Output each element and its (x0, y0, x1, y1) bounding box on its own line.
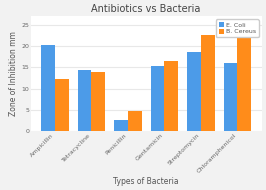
Bar (187, 52, 201, 131)
Bar (151, 66, 164, 131)
Legend: E. Coli, B. Cereus: E. Coli, B. Cereus (216, 19, 259, 37)
Bar (224, 63, 238, 131)
Bar (92, 72, 105, 131)
Bar (238, 29, 251, 131)
Bar (41, 45, 55, 131)
X-axis label: Types of Bacteria: Types of Bacteria (113, 177, 179, 186)
Bar (114, 120, 128, 131)
Bar (78, 70, 92, 131)
Bar (201, 35, 215, 131)
Bar (128, 111, 142, 131)
Y-axis label: Zone of Inhibition mm: Zone of Inhibition mm (10, 31, 18, 116)
Bar (55, 79, 69, 131)
Bar (164, 61, 178, 131)
Title: Antibiotics vs Bacteria: Antibiotics vs Bacteria (92, 4, 201, 14)
